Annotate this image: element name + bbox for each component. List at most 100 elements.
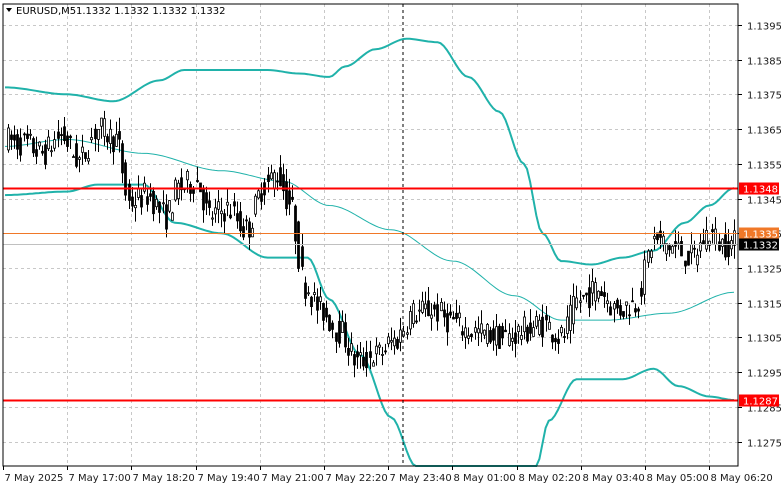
- candle: [381, 346, 384, 366]
- x-tick-label: 8 May 06:20: [711, 473, 773, 484]
- candle-body-down: [288, 190, 291, 205]
- candle: [121, 140, 124, 184]
- candle-body-down: [10, 134, 13, 140]
- candle-body-up: [520, 334, 523, 340]
- candle: [609, 301, 612, 316]
- candle-body-up: [100, 117, 103, 127]
- candle: [344, 313, 347, 353]
- dropdown-triangle-icon[interactable]: [6, 8, 12, 12]
- candle: [23, 132, 26, 142]
- candle-body-down: [631, 300, 634, 303]
- candle: [545, 306, 548, 332]
- candle: [38, 141, 41, 150]
- candle-body-down: [297, 221, 300, 269]
- candle: [118, 117, 121, 153]
- candle-body-up: [597, 290, 600, 299]
- candle: [294, 204, 297, 255]
- candle: [310, 295, 313, 316]
- bollinger-middle-line: [5, 139, 735, 321]
- candle: [365, 340, 368, 377]
- candle: [171, 211, 174, 221]
- candle-body-down: [19, 137, 22, 156]
- candle-body-down: [702, 240, 705, 245]
- candle-body-down: [396, 339, 399, 349]
- candle-body-down: [131, 196, 134, 207]
- candle: [387, 332, 390, 348]
- candle: [69, 134, 72, 149]
- candle: [325, 300, 328, 323]
- candle: [727, 229, 730, 266]
- x-tick-label: 7 May 18:20: [133, 473, 195, 484]
- candle-body-up: [643, 259, 646, 295]
- candle-body-down: [684, 260, 687, 267]
- level-price-tag: [739, 227, 779, 240]
- candle: [455, 299, 458, 323]
- candle: [399, 317, 402, 352]
- candle: [297, 220, 300, 272]
- candle: [427, 287, 430, 317]
- candle: [146, 187, 149, 212]
- candle: [155, 195, 158, 210]
- candle: [613, 301, 616, 323]
- candle-body-down: [640, 287, 643, 297]
- candle-body-down: [384, 350, 387, 353]
- candle: [551, 334, 554, 350]
- x-tick-label: 7 May 17:00: [69, 473, 131, 484]
- chart-grid: [3, 4, 738, 466]
- candle: [480, 310, 483, 343]
- candle: [640, 281, 643, 305]
- candle-body-down: [192, 189, 195, 194]
- current-price-tag: [739, 238, 779, 251]
- candle-body-down: [124, 162, 127, 196]
- candle: [41, 145, 44, 156]
- candle: [566, 305, 569, 340]
- candle: [708, 240, 711, 252]
- candle-body-up: [341, 321, 344, 334]
- candle: [514, 320, 517, 358]
- y-tick-label: 1.1305: [747, 334, 781, 345]
- candle-body-down: [285, 181, 288, 210]
- candle-body-up: [134, 204, 137, 209]
- candle: [177, 179, 180, 205]
- candle-body-down: [94, 128, 97, 140]
- x-tick-label: 7 May 23:40: [390, 473, 452, 484]
- candle: [372, 360, 375, 367]
- candle: [233, 193, 236, 216]
- candle-body-up: [650, 250, 653, 259]
- candle-body-up: [390, 340, 393, 343]
- candle-body-down: [461, 331, 464, 336]
- candle-body-down: [180, 177, 183, 191]
- candle: [26, 125, 29, 147]
- candle: [569, 294, 572, 344]
- candle: [66, 131, 69, 152]
- candle: [229, 204, 232, 220]
- candle-body-down: [693, 247, 696, 250]
- candle: [288, 178, 291, 216]
- candle-body-up: [477, 328, 480, 334]
- candle: [97, 128, 100, 152]
- candle-body-up: [458, 312, 461, 319]
- candle: [81, 134, 84, 165]
- candle: [418, 299, 421, 322]
- candle: [158, 201, 161, 224]
- candle: [196, 166, 199, 183]
- candle: [430, 303, 433, 331]
- horizontal-levels[interactable]: [3, 187, 738, 402]
- candle: [705, 216, 708, 252]
- y-tick-label: 1.1295: [747, 369, 781, 380]
- candle-body-down: [609, 306, 612, 316]
- candle: [653, 226, 656, 251]
- candle-body-down: [634, 308, 637, 313]
- candle: [285, 169, 288, 216]
- candle-body-down: [452, 316, 455, 320]
- candle-body-up: [508, 333, 511, 346]
- candle: [721, 238, 724, 255]
- level-price-label: 1.1335: [743, 230, 778, 241]
- candle-body-down: [279, 167, 282, 187]
- candle: [554, 333, 557, 351]
- candle-body-up: [495, 326, 498, 346]
- candle-body-down: [455, 312, 458, 319]
- candle: [517, 323, 520, 344]
- candle-body-up: [7, 127, 10, 151]
